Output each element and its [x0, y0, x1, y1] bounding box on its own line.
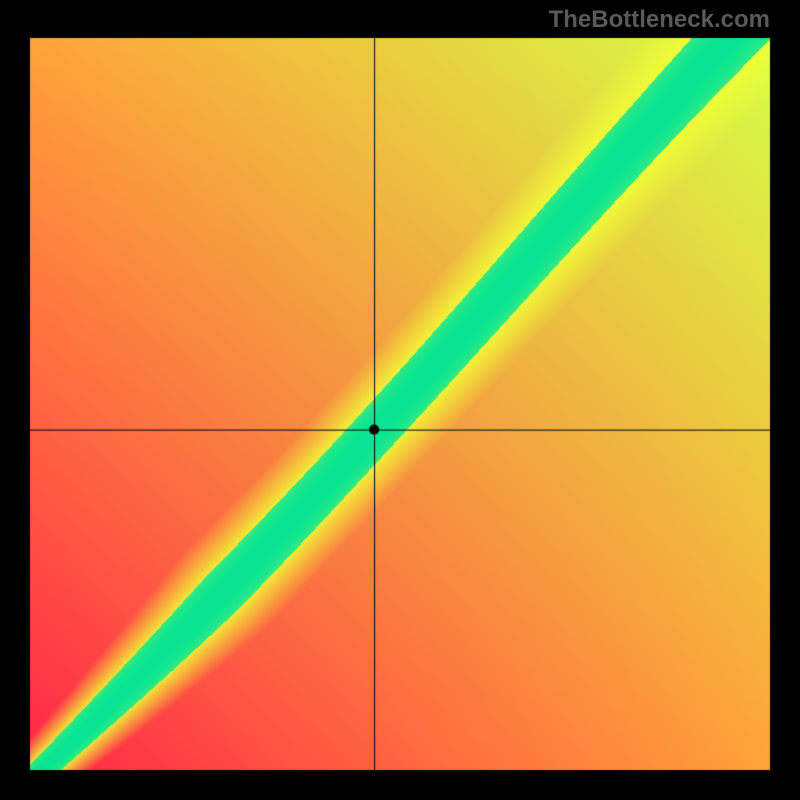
chart-container: TheBottleneck.com	[0, 0, 800, 800]
watermark-text: TheBottleneck.com	[549, 6, 770, 34]
heatmap-canvas	[0, 0, 800, 800]
